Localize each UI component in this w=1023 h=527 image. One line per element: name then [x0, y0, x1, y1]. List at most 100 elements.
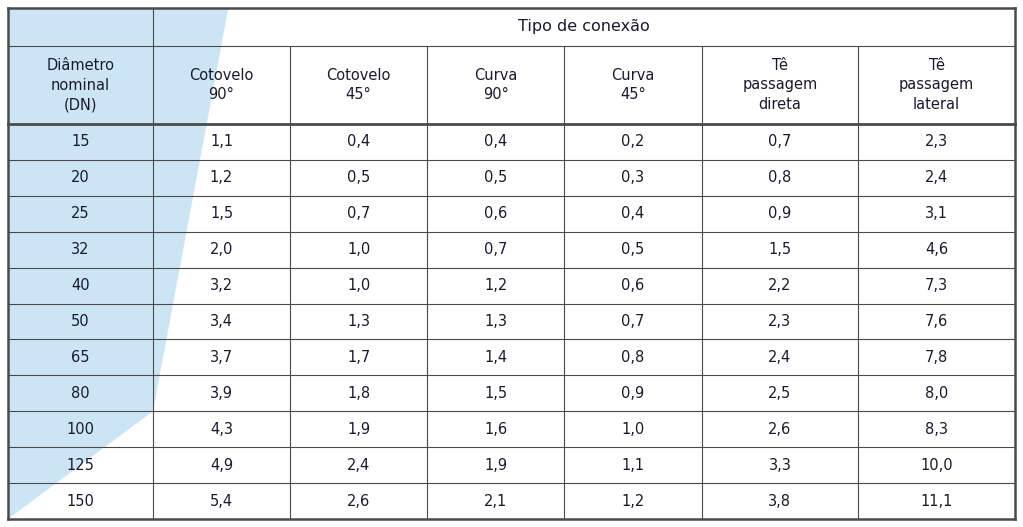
Bar	[291, 124, 428, 160]
Text: 1,0: 1,0	[621, 422, 644, 437]
Bar	[858, 268, 1015, 304]
Text: 50: 50	[72, 314, 90, 329]
Bar	[428, 160, 565, 196]
Text: 3,3: 3,3	[768, 457, 792, 473]
Bar	[565, 375, 702, 411]
Text: 4,9: 4,9	[210, 457, 233, 473]
Bar	[8, 411, 153, 447]
Bar	[565, 483, 702, 519]
Bar	[428, 304, 565, 339]
Text: 2,4: 2,4	[347, 457, 370, 473]
Text: 32: 32	[72, 242, 90, 257]
Text: 150: 150	[66, 494, 94, 509]
Bar	[565, 160, 702, 196]
Bar	[153, 304, 291, 339]
Bar	[702, 46, 858, 124]
Text: 0,4: 0,4	[621, 206, 644, 221]
Bar	[153, 196, 291, 232]
Text: 0,8: 0,8	[621, 350, 644, 365]
Text: 3,8: 3,8	[768, 494, 792, 509]
Bar	[8, 304, 153, 339]
Bar	[858, 160, 1015, 196]
Bar	[8, 160, 153, 196]
Text: 11,1: 11,1	[921, 494, 952, 509]
Bar	[8, 375, 153, 411]
Bar	[153, 46, 291, 124]
Bar	[702, 483, 858, 519]
Text: 0,8: 0,8	[768, 170, 792, 186]
Text: 2,4: 2,4	[925, 170, 948, 186]
Text: Tê
passagem
direta: Tê passagem direta	[743, 57, 817, 112]
Text: 5,4: 5,4	[210, 494, 233, 509]
Text: 3,9: 3,9	[210, 386, 233, 401]
Text: 4,6: 4,6	[925, 242, 948, 257]
Bar	[858, 411, 1015, 447]
Text: 1,2: 1,2	[210, 170, 233, 186]
Bar	[153, 232, 291, 268]
Bar	[291, 268, 428, 304]
Bar	[291, 46, 428, 124]
Bar	[565, 447, 702, 483]
Text: 2,2: 2,2	[768, 278, 792, 293]
Bar	[428, 268, 565, 304]
Bar	[702, 196, 858, 232]
Text: 0,3: 0,3	[621, 170, 644, 186]
Text: 2,5: 2,5	[768, 386, 792, 401]
Text: 1,5: 1,5	[210, 206, 233, 221]
Text: Tê
passagem
lateral: Tê passagem lateral	[899, 57, 974, 112]
Bar	[858, 483, 1015, 519]
Bar	[8, 232, 153, 268]
Bar	[153, 124, 291, 160]
Text: 1,5: 1,5	[768, 242, 792, 257]
Bar	[565, 304, 702, 339]
Bar	[858, 232, 1015, 268]
Text: 80: 80	[72, 386, 90, 401]
Bar	[858, 124, 1015, 160]
Text: 2,3: 2,3	[768, 314, 792, 329]
Text: 0,5: 0,5	[484, 170, 507, 186]
Text: 3,2: 3,2	[210, 278, 233, 293]
Bar	[565, 124, 702, 160]
Text: 0,4: 0,4	[484, 134, 507, 150]
Bar	[428, 411, 565, 447]
Bar	[153, 447, 291, 483]
Bar	[565, 268, 702, 304]
Text: 1,1: 1,1	[210, 134, 233, 150]
Bar	[291, 447, 428, 483]
Text: 0,4: 0,4	[347, 134, 370, 150]
Bar	[702, 268, 858, 304]
Bar	[565, 339, 702, 375]
Text: 1,0: 1,0	[347, 278, 370, 293]
Bar	[565, 411, 702, 447]
Text: 40: 40	[72, 278, 90, 293]
Text: 0,7: 0,7	[768, 134, 792, 150]
Polygon shape	[8, 8, 228, 519]
Bar	[428, 447, 565, 483]
Bar	[428, 232, 565, 268]
Text: 0,2: 0,2	[621, 134, 644, 150]
Bar	[428, 196, 565, 232]
Bar	[291, 304, 428, 339]
Bar	[291, 232, 428, 268]
Bar	[8, 196, 153, 232]
Bar	[858, 339, 1015, 375]
Bar	[702, 411, 858, 447]
Bar	[702, 447, 858, 483]
Text: 0,6: 0,6	[621, 278, 644, 293]
Bar	[428, 339, 565, 375]
Bar	[291, 411, 428, 447]
Text: 0,6: 0,6	[484, 206, 507, 221]
Text: 65: 65	[72, 350, 90, 365]
Text: Curva
45°: Curva 45°	[612, 67, 655, 102]
Bar	[565, 8, 702, 46]
Text: 1,7: 1,7	[347, 350, 370, 365]
Text: Cotovelo
45°: Cotovelo 45°	[326, 67, 391, 102]
Text: 2,3: 2,3	[925, 134, 948, 150]
Bar	[8, 447, 153, 483]
Text: Cotovelo
90°: Cotovelo 90°	[189, 67, 254, 102]
Bar	[858, 447, 1015, 483]
Bar	[702, 339, 858, 375]
Bar	[702, 304, 858, 339]
Bar	[153, 483, 291, 519]
Bar	[565, 232, 702, 268]
